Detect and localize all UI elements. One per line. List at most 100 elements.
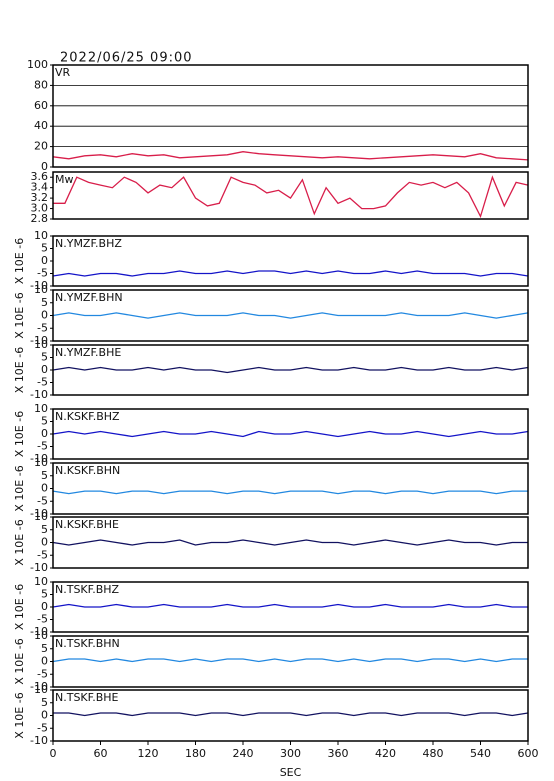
x-tick-label: 420 xyxy=(375,747,396,760)
y-tick-label: 5 xyxy=(41,588,48,601)
y-axis-label: X 10E -6 xyxy=(13,584,26,630)
y-tick-label: -10 xyxy=(30,680,48,693)
y-tick-label: 10 xyxy=(34,683,48,696)
panel-label: N.KSKF.BHZ xyxy=(55,410,120,423)
y-tick-label: 3.6 xyxy=(31,170,49,183)
y-tick-label: -5 xyxy=(37,321,48,334)
panel-frame xyxy=(52,462,529,515)
y-tick-label: 10 xyxy=(34,283,48,296)
x-tick-label: 120 xyxy=(138,747,159,760)
y-tick-label: 0 xyxy=(41,363,48,376)
y-tick-label: -5 xyxy=(37,267,48,280)
y-tick-label: 5 xyxy=(41,696,48,709)
y-tick-label: 5 xyxy=(41,415,48,428)
y-tick-label: 80 xyxy=(34,78,48,91)
series-line xyxy=(52,366,529,374)
y-tick-label: 40 xyxy=(34,119,48,132)
y-tick-label: 2.8 xyxy=(31,212,49,225)
panel-label: N.TSKF.BHN xyxy=(55,637,120,650)
y-axis-label: X 10E -6 xyxy=(13,638,26,684)
y-tick-label: -5 xyxy=(37,721,48,734)
series-line xyxy=(52,490,528,495)
panel-label: N.YMZF.BHZ xyxy=(55,237,122,250)
y-tick-label: 5 xyxy=(41,242,48,255)
y-axis-label: X 10E -6 xyxy=(13,465,26,511)
y-tick-label: -5 xyxy=(37,667,48,680)
y-tick-label: -10 xyxy=(30,452,48,465)
y-axis-label: X 10E -6 xyxy=(13,692,26,738)
panel-label: N.YMZF.BHE xyxy=(55,346,121,359)
y-tick-label: 3.0 xyxy=(31,202,49,215)
series-line xyxy=(52,151,529,161)
y-tick-label: -10 xyxy=(30,334,48,347)
series-line xyxy=(52,270,529,277)
y-tick-label: -10 xyxy=(30,625,48,638)
y-tick-label: 5 xyxy=(41,296,48,309)
y-tick-label: -10 xyxy=(30,507,48,520)
x-tick-label: 0 xyxy=(50,747,57,760)
y-tick-label: 0 xyxy=(41,536,48,549)
series-line xyxy=(52,603,528,608)
y-tick-label: -5 xyxy=(37,548,48,561)
panel-label: N.KSKF.BHN xyxy=(55,464,120,477)
y-tick-label: 20 xyxy=(34,140,48,153)
y-tick-label: 10 xyxy=(34,510,48,523)
series-line xyxy=(52,539,528,546)
panel-frame xyxy=(52,581,529,633)
panel-frame xyxy=(52,171,529,220)
y-tick-label: -5 xyxy=(37,494,48,507)
y-tick-label: -5 xyxy=(37,376,48,389)
y-axis-label: X 10E -6 xyxy=(13,238,26,284)
y-tick-label: -5 xyxy=(37,613,48,626)
panel-frame xyxy=(52,516,529,569)
panel-frame xyxy=(52,64,529,168)
panel-label: N.TSKF.BHE xyxy=(55,691,119,704)
x-tick-label: 300 xyxy=(280,747,301,760)
panel-label: Mw xyxy=(55,173,74,186)
y-tick-label: 5 xyxy=(41,351,48,364)
y-tick-label: 3.4 xyxy=(31,181,49,194)
y-tick-label: -5 xyxy=(37,440,48,453)
y-axis-label: X 10E -6 xyxy=(13,411,26,457)
panel-frame xyxy=(52,235,529,287)
y-tick-label: 0 xyxy=(41,309,48,322)
series-line xyxy=(53,175,529,219)
y-tick-label: 0 xyxy=(41,427,48,440)
y-tick-label: 10 xyxy=(34,575,48,588)
y-tick-label: 60 xyxy=(34,99,48,112)
y-tick-label: 5 xyxy=(41,642,48,655)
y-tick-label: -10 xyxy=(30,561,48,574)
y-tick-label: -10 xyxy=(30,279,48,292)
y-tick-label: 10 xyxy=(34,338,48,351)
y-tick-label: 100 xyxy=(27,58,48,71)
x-axis-label: SEC xyxy=(280,766,302,779)
x-tick-label: 60 xyxy=(94,747,108,760)
x-tick-label: 600 xyxy=(518,747,539,760)
y-tick-label: 10 xyxy=(34,456,48,469)
x-tick-label: 240 xyxy=(233,747,254,760)
x-tick-label: 360 xyxy=(328,747,349,760)
panel-frame xyxy=(52,689,529,742)
panel-frame xyxy=(52,344,529,396)
y-tick-label: 10 xyxy=(34,629,48,642)
panel-label: VR xyxy=(55,66,71,79)
series-line xyxy=(52,312,529,319)
x-tick-label: 180 xyxy=(185,747,206,760)
y-axis-label: X 10E -6 xyxy=(13,519,26,565)
y-axis-label: X 10E -6 xyxy=(13,292,26,338)
y-tick-label: 5 xyxy=(41,523,48,536)
y-tick-label: 0 xyxy=(41,709,48,722)
panel-frame xyxy=(52,408,529,460)
y-tick-label: 0 xyxy=(41,655,48,668)
panel-frame xyxy=(52,289,529,342)
y-tick-label: 5 xyxy=(41,469,48,482)
y-axis-label: X 10E -6 xyxy=(13,347,26,393)
y-tick-label: 10 xyxy=(34,402,48,415)
panel-label: N.YMZF.BHN xyxy=(55,291,123,304)
y-tick-label: -10 xyxy=(30,734,48,747)
y-tick-label: 3.2 xyxy=(31,191,49,204)
y-tick-label: 0 xyxy=(41,254,48,267)
y-tick-label: 0 xyxy=(41,600,48,613)
panel-label: N.TSKF.BHZ xyxy=(55,583,120,596)
